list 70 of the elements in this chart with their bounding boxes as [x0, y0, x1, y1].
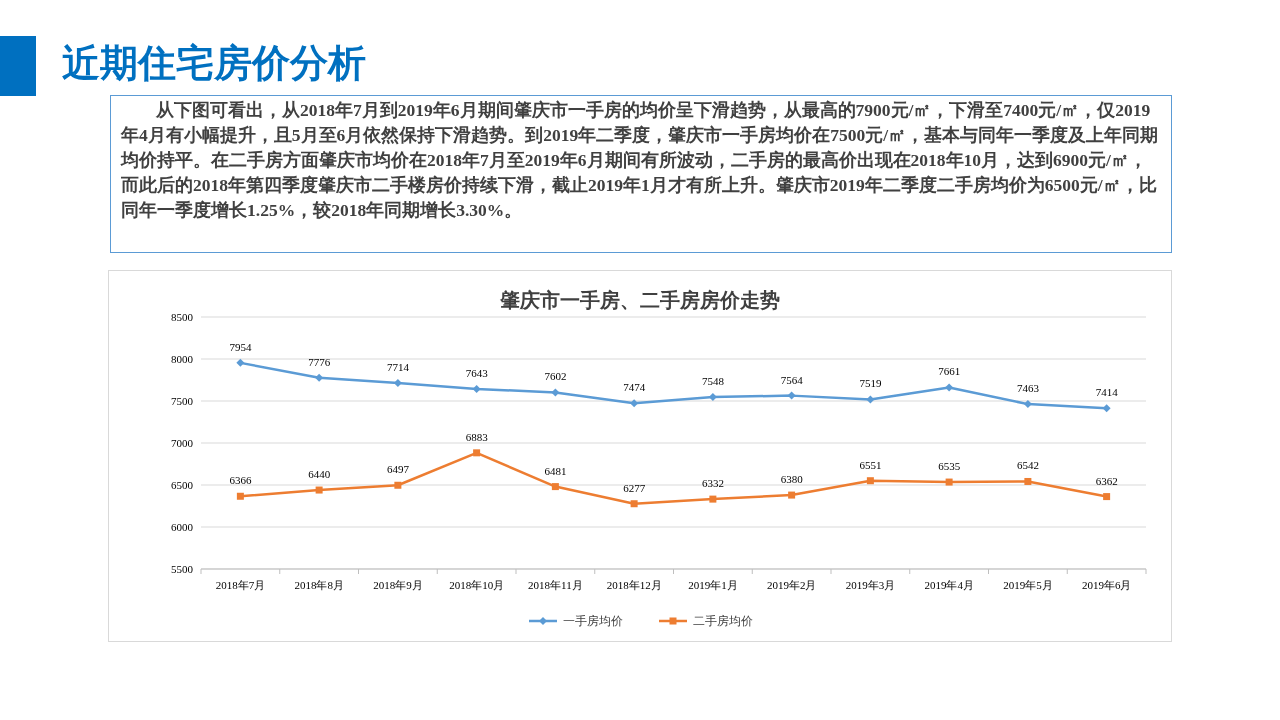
point: [1024, 477, 1032, 485]
point: [945, 478, 953, 486]
y-tick-label: 6000: [171, 521, 194, 533]
legend-label: 一手房均价: [563, 614, 623, 628]
data-label: 7954: [229, 340, 252, 353]
x-tick-label: 2018年10月: [449, 579, 505, 591]
point: [236, 358, 245, 367]
data-label: 6535: [938, 460, 961, 473]
chart-title: 肇庆市一手房、二手房房价走势: [499, 289, 780, 311]
data-label: 6366: [229, 474, 252, 487]
point: [394, 481, 402, 489]
y-tick-label: 8000: [171, 353, 194, 365]
data-label: 7714: [386, 361, 410, 374]
y-tick-label: 5500: [171, 563, 194, 575]
point: [1102, 404, 1111, 413]
data-label: 7474: [623, 381, 646, 394]
data-label: 7519: [859, 377, 882, 390]
point: [472, 384, 481, 393]
x-tick-label: 2019年1月: [688, 579, 738, 591]
text: 从下图可看出，从2018年7月到2019年6月期间肇庆市一手房的均价呈下滑趋势，从最高的7900元/㎡，下滑至7400元/㎡，仅2019年4月有小幅提升，且5月至6月依然保持下滑趋势。到2019年二季度，肇庆市一手房均价在7500元/㎡，基本与同年一季度及上年同期均价持平。在二手房方面肇庆市均价在2018年7月至2019年6月期间有所波动，二手房的最高价出现在2018年10月，达到6900元/㎡，而此后的2018年第四季度肇庆市二手楼房价持续下滑，截止2019年1月才有所上升。肇庆市2019年二季度二手房均价为6500元/㎡，比同年一季度增长1.25%，较2018年同期增长3.30%。: [110, 95, 1172, 253]
data-label: 6380: [780, 473, 804, 486]
data-label: 6542: [1016, 459, 1039, 472]
x-tick-label: 2019年5月: [1003, 579, 1053, 591]
point: [1103, 493, 1111, 501]
data-label: 6277: [623, 481, 646, 494]
data-label: 7463: [1016, 382, 1040, 395]
point: [866, 395, 875, 404]
point: [551, 388, 560, 397]
x-tick-label: 2019年6月: [1081, 579, 1132, 591]
x-tick-label: 2018年12月: [606, 579, 662, 591]
data-label: 6883: [465, 430, 489, 443]
y-tick-label: 7500: [171, 395, 194, 407]
point: [473, 449, 481, 457]
point: [315, 486, 323, 494]
y-tick-label: 7000: [171, 437, 194, 449]
point: [945, 383, 954, 392]
point: [630, 399, 639, 408]
legend-label: 二手房均价: [693, 614, 753, 628]
data-label: 7548: [701, 374, 725, 387]
point: [787, 391, 796, 400]
point: [630, 500, 638, 508]
data-label: 7661: [938, 365, 961, 378]
point: [315, 373, 324, 382]
point: [709, 495, 717, 503]
point: [788, 491, 796, 499]
y-tick-label: 6500: [171, 479, 194, 491]
data-label: 7602: [544, 370, 567, 383]
text: 近期住宅房价分析: [62, 41, 366, 86]
point: [236, 492, 244, 500]
point: [1023, 400, 1032, 409]
x-tick-label: 2019年2月: [766, 579, 817, 591]
point: [551, 483, 559, 491]
x-tick-label: 2018年8月: [294, 579, 344, 591]
data-label: 6481: [544, 464, 567, 477]
x-tick-label: 2019年4月: [924, 579, 974, 591]
data-label: 7643: [465, 366, 489, 379]
x-tick-label: 2018年9月: [373, 579, 423, 591]
x-tick-label: 2018年11月: [528, 579, 583, 591]
data-label: 7414: [1095, 386, 1119, 399]
data-label: 6332: [701, 477, 724, 490]
x-tick-label: 2018年7月: [215, 579, 266, 591]
data-label: 7776: [308, 355, 331, 368]
data-label: 6440: [308, 468, 331, 481]
x-tick-label: 2019年3月: [845, 579, 896, 591]
data-label: 6497: [386, 463, 410, 476]
data-label: 6362: [1095, 474, 1118, 487]
data-label: 6551: [859, 458, 882, 471]
data-label: 7564: [780, 373, 804, 386]
point: [866, 477, 874, 485]
y-tick-label: 8500: [171, 311, 194, 323]
